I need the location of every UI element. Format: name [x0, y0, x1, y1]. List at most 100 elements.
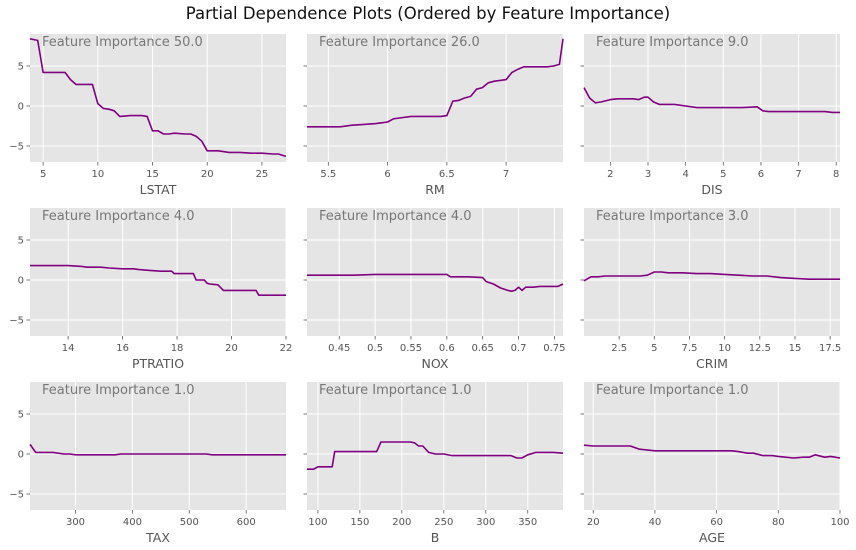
subplot-tax: 300 400 500 600 −5 0 5 Feature Importance 1.0 TA…: [9, 382, 286, 545]
x-tick: 0.55: [400, 336, 422, 354]
subplot-ptratio: 14 16 18 20 22 −5 0 5 Feature Importance 4.0 PTRA…: [9, 208, 292, 371]
x-tick-label: 16: [116, 343, 129, 354]
x-tick: 0.7: [511, 336, 527, 354]
x-tick-label: 250: [434, 517, 453, 528]
x-tick: 300: [66, 510, 85, 528]
x-tick-label: 10: [91, 169, 104, 180]
x-tick-label: 150: [350, 517, 369, 528]
pdp-line: [583, 87, 840, 114]
x-tick: 5.5: [320, 162, 336, 180]
x-tick: 5: [40, 162, 46, 180]
importance-label: Feature Importance 9.0: [596, 35, 749, 50]
x-tick: 17.5: [819, 336, 841, 354]
x-tick: 15: [146, 162, 159, 180]
x-tick: 5: [720, 162, 726, 180]
y-tick: 5: [18, 236, 30, 247]
x-tick: 16: [116, 336, 129, 354]
x-tick: 600: [237, 510, 256, 528]
x-tick: 25: [256, 162, 269, 180]
x-tick-label: 15: [789, 343, 802, 354]
x-tick: 100: [830, 510, 850, 528]
x-tick-label: 2: [607, 169, 613, 180]
x-tick: 200: [392, 510, 411, 528]
plot-area: [307, 382, 563, 510]
subplot-lstat: 5 10 15 20 25 −5 0 5 Feature Importance 50.0 LSTA…: [9, 34, 287, 197]
y-tick-label: 0: [18, 450, 24, 461]
y-tick: −5: [9, 316, 30, 327]
x-tick-label: 7.5: [682, 343, 698, 354]
plot-area: [584, 208, 840, 336]
x-tick-label: 300: [476, 517, 495, 528]
x-tick-label: 15: [146, 169, 159, 180]
x-tick-label: 20: [225, 343, 238, 354]
x-tick-label: 10: [718, 343, 731, 354]
subplot-b: 100 150 200 250 300 350 Feature Importance 1.0…: [303, 382, 564, 545]
x-tick-label: 500: [180, 517, 199, 528]
subplot-nox: 0.45 0.5 0.55 0.6 0.65 0.7 0.75 Feature Importa…: [303, 208, 566, 371]
x-tick: 10: [91, 162, 104, 180]
x-tick: 100: [308, 510, 327, 528]
pdp-line: [30, 264, 286, 297]
x-tick-label: 6: [758, 169, 764, 180]
x-tick: 0.6: [439, 336, 455, 354]
x-tick: 40: [649, 510, 661, 528]
x-tick: 500: [180, 510, 199, 528]
pdp-line: [307, 38, 564, 128]
importance-label: Feature Importance 3.0: [596, 209, 749, 224]
pdp-line: [307, 441, 564, 471]
x-tick-label: 300: [66, 517, 85, 528]
y-tick: −5: [9, 490, 30, 501]
x-tick-label: 20: [587, 517, 600, 528]
x-tick-label: 25: [256, 169, 269, 180]
x-tick-label: 20: [201, 169, 214, 180]
pdp-line: [583, 271, 840, 282]
y-tick-label: 5: [18, 410, 24, 421]
x-axis-label: CRIM: [696, 356, 728, 371]
x-tick: 80: [772, 510, 785, 528]
x-tick: 0.45: [328, 336, 350, 354]
x-tick: 300: [476, 510, 495, 528]
x-tick-label: 5: [40, 169, 46, 180]
x-tick-label: 0.6: [439, 343, 455, 354]
x-tick-label: 400: [123, 517, 142, 528]
x-axis-label: RM: [425, 182, 444, 197]
x-tick-label: 14: [62, 343, 75, 354]
x-axis-label: AGE: [699, 530, 725, 545]
x-tick-label: 80: [772, 517, 785, 528]
y-tick: −5: [9, 142, 30, 153]
x-tick: 0.5: [367, 336, 383, 354]
x-tick: 250: [434, 510, 453, 528]
x-tick: 0.65: [472, 336, 494, 354]
x-tick-label: 200: [392, 517, 411, 528]
x-tick-label: 0.55: [400, 343, 422, 354]
pdp-line: [29, 38, 287, 158]
x-tick: 20: [587, 510, 600, 528]
importance-label: Feature Importance 4.0: [319, 209, 472, 224]
y-tick-label: 0: [18, 276, 24, 287]
x-tick-label: 0.7: [511, 343, 527, 354]
importance-label: Feature Importance 4.0: [42, 209, 195, 224]
x-tick: 150: [350, 510, 369, 528]
y-tick: 5: [18, 410, 30, 421]
importance-label: Feature Importance 50.0: [42, 35, 203, 50]
x-tick: 350: [518, 510, 537, 528]
x-tick-label: 18: [171, 343, 184, 354]
y-tick-label: 5: [18, 62, 24, 73]
x-tick: 15: [789, 336, 802, 354]
x-tick: 20: [201, 162, 214, 180]
x-axis-label: B: [431, 530, 440, 545]
y-tick: 0: [18, 450, 30, 461]
x-tick-label: 0.5: [367, 343, 383, 354]
importance-label: Feature Importance 1.0: [42, 383, 195, 398]
x-tick: 6: [384, 162, 391, 180]
x-tick-label: 5.5: [320, 169, 336, 180]
x-tick: 7.5: [682, 336, 698, 354]
y-tick: 0: [18, 276, 30, 287]
x-tick-label: 4: [682, 169, 688, 180]
x-tick-label: 100: [308, 517, 327, 528]
x-tick: 10: [718, 336, 731, 354]
x-tick: 4: [682, 162, 689, 180]
x-tick-label: 60: [710, 517, 723, 528]
x-tick: 2.5: [611, 336, 627, 354]
